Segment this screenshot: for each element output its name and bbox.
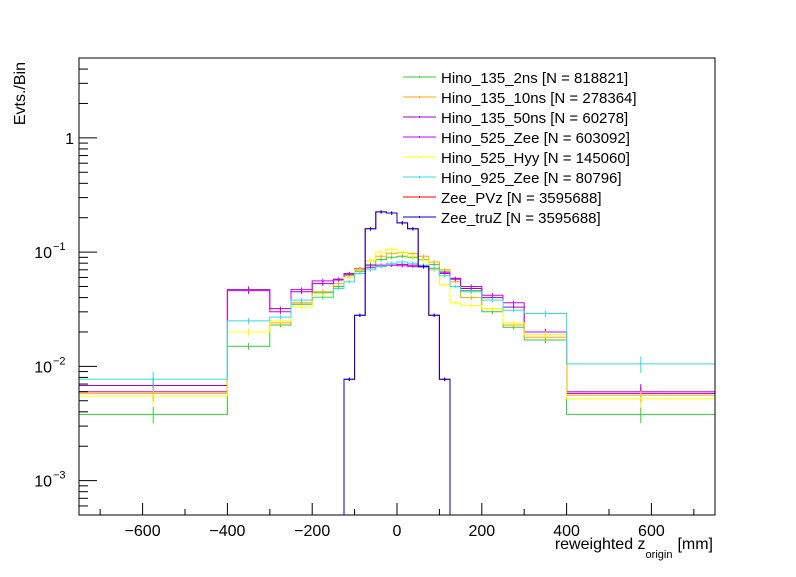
series-layer (79, 210, 715, 515)
y-tick-label: 10 (34, 474, 52, 491)
y-tick-exponent: −3 (53, 470, 66, 482)
legend-entry-1: Hino_135_10ns [N = 278364] (441, 90, 637, 107)
x-tick-label: −600 (125, 523, 161, 540)
y-tick-label: 10 (34, 359, 52, 376)
x-axis-label: reweighted zorigin [mm] (555, 536, 713, 561)
legend-entry-6: Zee_PVz [N = 3595688] (441, 190, 602, 207)
y-tick-exponent: −2 (53, 355, 66, 367)
y-tick-label: 1 (65, 131, 74, 148)
x-tick-label: 400 (553, 523, 580, 540)
series-line-4 (79, 248, 715, 400)
y-tick-label: 10 (34, 245, 52, 262)
x-tick-label: 200 (468, 523, 495, 540)
legend-entry-5: Hino_925_Zee [N = 80796] (441, 170, 622, 187)
y-axis-label: Evts./Bin (12, 62, 29, 125)
series-4 (79, 247, 715, 408)
series-7 (343, 210, 451, 515)
series-line-5 (79, 261, 715, 380)
legend-entry-7: Zee_truZ [N = 3595688] (441, 210, 601, 227)
x-axis-label-main: reweighted z (555, 536, 646, 553)
legend-entry-4: Hino_525_Hyy [N = 145060] (441, 150, 630, 167)
x-axis-label-unit: [mm] (677, 536, 713, 553)
legend-entry-2: Hino_135_50ns [N = 60278] (441, 110, 628, 127)
x-tick-label: −400 (209, 523, 245, 540)
series-line-7 (343, 211, 451, 515)
legend: Hino_135_2ns [N = 818821] Hino_135_10ns [… (403, 70, 637, 227)
series-5 (79, 260, 715, 389)
y-tick-exponent: −1 (53, 241, 66, 253)
legend-entry-0: Hino_135_2ns [N = 818821] (441, 70, 628, 87)
x-tick-label: 0 (393, 523, 402, 540)
x-axis-label-sub: origin (646, 549, 673, 561)
legend-entry-3: Hino_525_Zee [N = 603092] (441, 130, 630, 147)
x-tick-label: 600 (638, 523, 665, 540)
x-tick-label: −200 (294, 523, 330, 540)
